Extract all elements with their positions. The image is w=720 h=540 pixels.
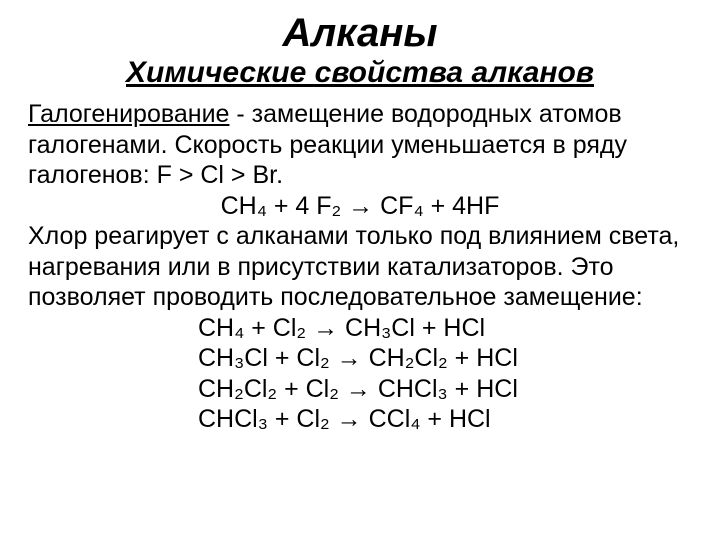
paragraph-1: Галогенирование - замещение водородных а…: [28, 99, 692, 191]
page-subtitle: Химические свойства алканов: [28, 56, 692, 89]
equation-2: CH₄ + Cl₂ → CH₃Cl + HCl: [28, 313, 692, 344]
page-title: Алканы: [28, 12, 692, 54]
equation-4: CH₂Cl₂ + Cl₂ → CHCl₃ + HCl: [28, 374, 692, 405]
equation-3: CH₃Cl + Cl₂ → CH₂Cl₂ + HCl: [28, 343, 692, 374]
equation-5: CHCl₃ + Cl₂ → CCl₄ + HCl: [28, 404, 692, 435]
halogenation-term: Галогенирование: [28, 100, 229, 128]
equation-1: CH₄ + 4 F₂ → CF₄ + 4HF: [28, 191, 692, 222]
body-text: Галогенирование - замещение водородных а…: [28, 99, 692, 435]
paragraph-2: Хлор реагирует с алканами только под вли…: [28, 221, 692, 313]
slide: Алканы Химические свойства алканов Галог…: [0, 0, 720, 540]
